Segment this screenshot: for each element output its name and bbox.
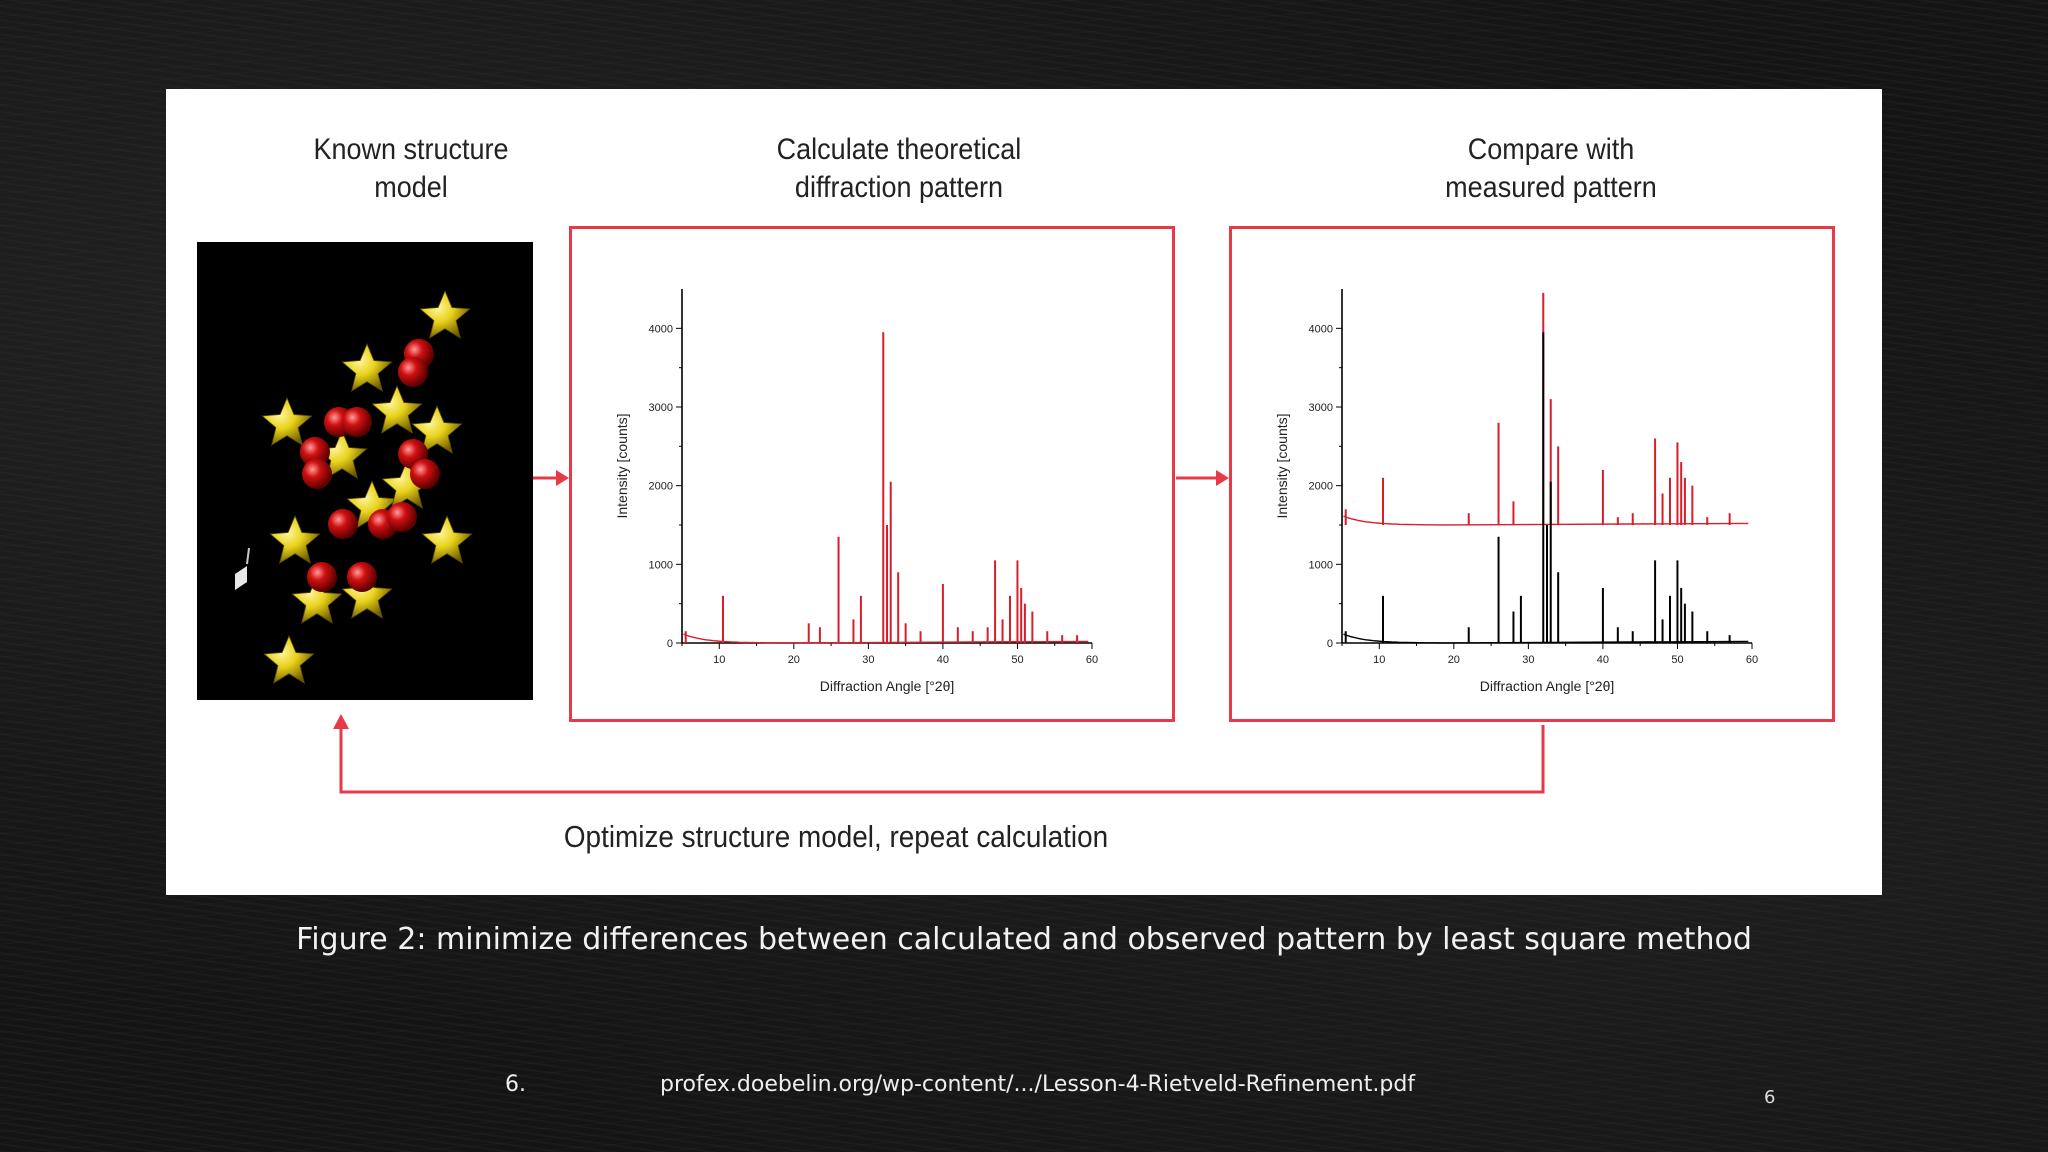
y-tick-label: 2000 [649,481,673,493]
reference-url[interactable]: profex.doebelin.org/wp-content/.../Lesso… [660,1072,1416,1097]
x-tick-label: 30 [1522,654,1534,666]
x-tick-label: 50 [1671,654,1683,666]
x-tick-label: 10 [1373,654,1385,666]
red-atom-icon [300,437,330,467]
x-tick-label: 20 [1448,654,1460,666]
heading-compare-pattern: Compare with measured pattern [1349,131,1754,207]
yellow-atom-icon [269,514,321,564]
red-atom-icon [307,562,337,592]
compare-pattern-chart: 10 20 30 40 50 60 0 1000 2000 3000 4000 Diffraction… [1274,289,1758,694]
heading-line: diffraction pattern [794,171,1004,204]
y-axis-title: Intensity [counts] [614,413,630,518]
heading-known-structure: Known structure model [299,131,524,207]
x-tick-label: 40 [1597,654,1609,666]
red-atom-icon [347,562,377,592]
x-tick-label: 40 [937,654,949,666]
heading-line: Calculate theoretical [776,133,1022,166]
x-axis-title: Diffraction Angle [°2θ] [820,678,955,694]
y-tick-label: 4000 [649,323,673,335]
y-tick-label: 1000 [1309,559,1333,571]
heading-line: Known structure [313,133,509,166]
feedback-loop-arrow [339,719,1545,794]
red-atom-icon [342,407,372,437]
red-atom-icon [387,502,417,532]
y-tick-label: 4000 [1309,323,1333,335]
y-tick-label: 2000 [1309,481,1333,493]
x-tick-label: 60 [1086,654,1098,666]
x-axis-title: Diffraction Angle [°2θ] [1480,678,1615,694]
heading-line: model [374,171,448,204]
yellow-atom-icon [261,396,313,446]
background-curve [1343,515,1749,526]
reference-number: 6. [505,1072,526,1097]
arrow-head-icon [556,470,569,486]
x-tick-label: 50 [1011,654,1023,666]
yellow-atom-icon [341,569,393,619]
y-tick-label: 3000 [1309,402,1333,414]
x-tick-label: 20 [788,654,800,666]
yellow-atom-icon [419,289,471,339]
yellow-atom-icon [411,404,463,454]
y-tick-label: 1000 [649,559,673,571]
loop-caption: Optimize structure model, repeat calcula… [563,819,1109,854]
yellow-atom-icon [291,574,343,624]
red-atom-icon [410,459,440,489]
process-arrows [333,470,1545,794]
heading-line: Compare with [1467,133,1635,166]
y-tick-label: 0 [1327,638,1333,650]
y-tick-label: 3000 [649,402,673,414]
calculated-pattern-box: 10 20 30 40 50 60 0 1000 2000 3000 4000 Diffraction… [569,226,1175,722]
slide-number: 6 [1764,1087,1776,1108]
red-atom-icon [328,509,358,539]
heading-line: measured pattern [1445,171,1657,204]
yellow-atom-icon [263,634,315,684]
y-tick-label: 0 [667,638,673,650]
background-curve [683,633,1089,644]
figure-caption: Figure 2: minimize differences between c… [296,922,1752,957]
background-curve [1343,633,1749,644]
heading-calculate-pattern: Calculate theoretical diffraction patter… [697,131,1102,207]
yellow-atom-icon [421,514,473,564]
arrow-head-icon [333,714,349,729]
compare-pattern-box: 10 20 30 40 50 60 0 1000 2000 3000 4000 Diffraction… [1229,226,1835,722]
yellow-atom-icon [371,384,423,434]
red-atom-icon [302,459,332,489]
arrow-head-icon [1216,470,1229,486]
red-atom-icon [398,357,428,387]
yellow-atom-icon [341,342,393,392]
figure-panel: Known structure model Calculate theoreti… [166,89,1882,895]
crystal-structure-icon [235,289,473,684]
x-tick-label: 30 [862,654,874,666]
x-tick-label: 60 [1746,654,1758,666]
crystal-structure-image [197,242,533,700]
calculated-pattern-chart: 10 20 30 40 50 60 0 1000 2000 3000 4000 Diffraction… [614,289,1098,694]
x-tick-label: 10 [713,654,725,666]
y-axis-title: Intensity [counts] [1274,413,1290,518]
